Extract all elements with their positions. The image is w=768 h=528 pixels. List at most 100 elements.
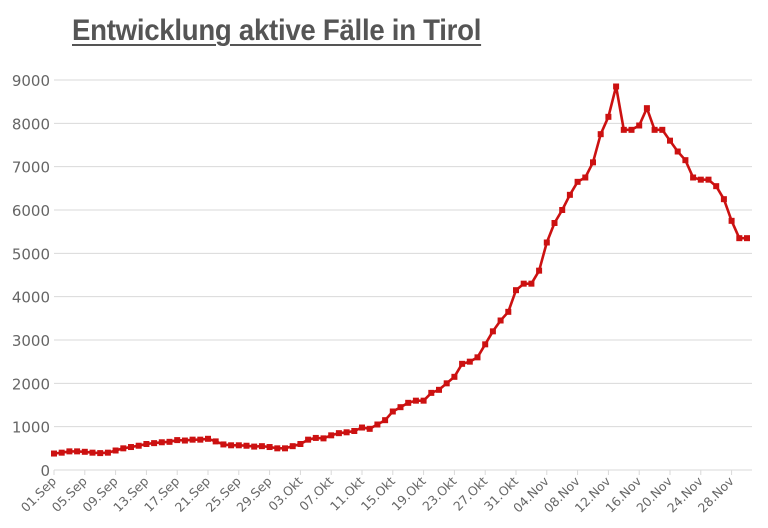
- data-point-marker: [551, 220, 558, 226]
- gridlines: [54, 79, 752, 471]
- data-point-marker: [744, 235, 750, 242]
- data-point-marker: [428, 389, 435, 396]
- y-tick-label: 4000: [12, 289, 50, 307]
- data-point-marker: [97, 450, 104, 457]
- data-point-marker: [497, 317, 504, 324]
- data-point-marker: [597, 131, 604, 138]
- data-point-marker: [590, 159, 596, 166]
- data-point-marker: [51, 450, 57, 457]
- data-point-marker: [566, 191, 573, 198]
- data-point-marker: [89, 449, 96, 456]
- data-point-marker: [651, 126, 658, 133]
- series-line: [53, 85, 747, 455]
- data-point-marker: [81, 448, 88, 455]
- data-point-marker: [559, 207, 566, 213]
- data-point-marker: [728, 217, 735, 224]
- data-point-marker: [366, 425, 373, 432]
- data-point-marker: [335, 430, 342, 437]
- data-point-marker: [166, 438, 173, 445]
- data-point-marker: [228, 442, 235, 449]
- data-point-marker: [58, 449, 65, 456]
- data-point-marker: [659, 126, 666, 133]
- data-point-marker: [397, 404, 404, 411]
- data-point-marker: [359, 424, 365, 431]
- data-point-marker: [282, 445, 288, 452]
- data-point-marker: [112, 447, 119, 454]
- data-point-marker: [736, 235, 743, 242]
- data-point-marker: [382, 417, 389, 424]
- data-point-marker: [489, 328, 496, 335]
- data-point-marker: [389, 408, 396, 415]
- data-point-marker: [720, 196, 727, 203]
- data-point-marker: [443, 380, 450, 387]
- data-point-marker: [120, 445, 127, 452]
- data-point-marker: [636, 122, 643, 129]
- data-point-marker: [505, 308, 512, 315]
- y-tick-label: 6000: [12, 202, 50, 220]
- data-point-marker: [667, 137, 673, 144]
- data-point-marker: [528, 280, 535, 287]
- data-point-marker: [613, 83, 620, 90]
- data-point-marker: [543, 239, 550, 246]
- data-point-marker: [220, 441, 227, 448]
- data-point-marker: [582, 174, 589, 181]
- y-tick-label: 2000: [12, 375, 50, 393]
- data-point-marker: [690, 174, 697, 181]
- data-point-marker: [328, 432, 335, 439]
- data-point-marker: [135, 442, 142, 449]
- data-point-marker: [620, 126, 627, 133]
- data-point-marker: [205, 435, 211, 442]
- data-point-marker: [513, 287, 519, 294]
- y-tick-label: 9000: [12, 72, 50, 90]
- x-tick-label: 29.Sep: [233, 473, 274, 514]
- data-point-marker: [243, 442, 250, 449]
- data-point-marker: [674, 148, 681, 155]
- x-axis: 01.Sep05.Sep09.Sep13.Sep17.Sep21.Sep25.S…: [18, 470, 737, 515]
- data-point-marker: [312, 434, 319, 441]
- data-point-marker: [405, 399, 412, 406]
- y-tick-label: 1000: [12, 419, 50, 437]
- data-point-marker: [643, 105, 650, 112]
- data-point-marker: [713, 183, 720, 190]
- data-point-marker: [459, 360, 466, 367]
- data-point-marker: [351, 428, 358, 434]
- data-point-marker: [181, 437, 188, 444]
- data-point-marker: [420, 397, 427, 404]
- data-point-marker: [158, 439, 165, 446]
- data-point-marker: [697, 176, 704, 183]
- data-point-marker: [374, 421, 381, 428]
- data-point-marker: [682, 157, 689, 164]
- data-point-marker: [320, 435, 327, 442]
- data-point-marker: [412, 397, 419, 404]
- data-point-marker: [266, 444, 273, 451]
- data-point-marker: [189, 436, 196, 443]
- y-tick-label: 7000: [12, 159, 50, 177]
- data-point-marker: [128, 444, 134, 451]
- data-point-marker: [705, 176, 712, 183]
- data-point-marker: [482, 341, 489, 348]
- data-point-marker: [151, 440, 158, 447]
- data-point-marker: [343, 429, 350, 436]
- y-tick-label: 8000: [12, 115, 50, 133]
- data-point-marker: [251, 443, 258, 450]
- data-point-marker: [574, 178, 581, 185]
- data-point-marker: [520, 280, 527, 287]
- y-axis: 0 1000 2000 3000 4000 5000 6000 7000 8000 9000: [12, 72, 50, 480]
- data-point-marker: [605, 113, 612, 120]
- data-point-marker: [628, 126, 635, 133]
- data-point-marker: [174, 437, 181, 444]
- data-point-marker: [451, 373, 458, 380]
- y-tick-label: 0: [40, 462, 50, 480]
- chart-title: Entwicklung aktive Fälle in Tirol: [72, 14, 482, 47]
- data-point-marker: [74, 448, 81, 455]
- data-point-marker: [305, 436, 312, 443]
- y-tick-label: 3000: [12, 332, 50, 350]
- data-point-marker: [197, 436, 204, 443]
- data-point-marker: [474, 354, 481, 361]
- y-tick-label: 5000: [12, 245, 50, 263]
- data-point-marker: [143, 441, 150, 447]
- data-point-marker: [289, 443, 296, 450]
- data-point-marker: [66, 448, 73, 455]
- data-point-marker: [104, 449, 111, 456]
